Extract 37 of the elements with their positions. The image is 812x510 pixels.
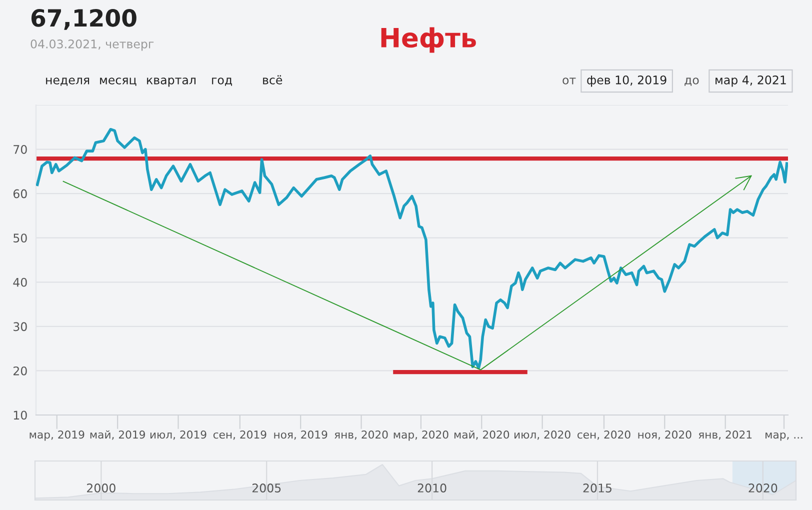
- x-tick-label: сен, 2020: [577, 430, 630, 440]
- x-tick-label: май, 2019: [90, 430, 145, 440]
- x-tick-label: мар, 2019: [30, 430, 84, 441]
- y-tick-label: 20: [14, 366, 27, 376]
- x-tick-label: июл, 2019: [150, 430, 206, 440]
- x-tick-label: май, 2020: [454, 430, 510, 440]
- x-tick-label: сен, 2019: [213, 430, 266, 440]
- text: до: [684, 78, 699, 86]
- text: неделя: [46, 78, 90, 86]
- text: квартал: [147, 78, 196, 87]
- text: фев 10, 2019: [587, 75, 666, 87]
- x-tick-label: 2005: [252, 484, 281, 492]
- text: мар 4, 2021: [716, 75, 786, 87]
- x-tick-label: янв, 2021: [698, 430, 752, 440]
- text: 04.03.2021, четверг: [30, 39, 154, 51]
- x-tick-label: янв, 2020: [334, 430, 388, 440]
- y-tick-label: 70: [14, 145, 27, 154]
- y-tick-label: 50: [14, 234, 27, 243]
- text: год: [212, 78, 232, 86]
- y-tick-label: 60: [13, 189, 27, 198]
- x-tick-label: июл, 2020: [514, 430, 570, 440]
- y-tick-label: 30: [14, 322, 27, 332]
- chart-title: Нефть: [381, 27, 476, 53]
- text: от: [562, 78, 576, 84]
- y-tick-label: 40: [13, 278, 27, 287]
- text: 67,1200: [31, 8, 136, 30]
- x-tick-label: 2020: [748, 484, 778, 492]
- y-tick-label: 10: [14, 410, 27, 420]
- x-tick-label: 2000: [87, 484, 116, 492]
- x-tick-label: ноя, 2019: [274, 430, 328, 440]
- x-tick-label: ноя, 2020: [638, 430, 692, 440]
- x-tick-label: 2015: [583, 484, 612, 492]
- text: месяц: [100, 78, 136, 86]
- x-tick-label: мар, ...: [766, 432, 802, 441]
- text: всё: [263, 75, 282, 84]
- x-tick-label: мар, 2020: [394, 430, 448, 441]
- x-tick-label: 2010: [418, 484, 446, 492]
